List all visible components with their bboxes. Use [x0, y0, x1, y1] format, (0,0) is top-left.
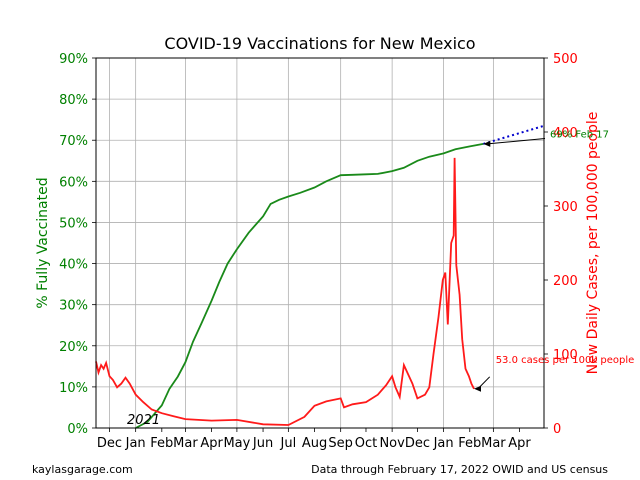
- annotation-arrowhead: [483, 140, 491, 147]
- x-tick-label: Dec: [97, 436, 122, 451]
- x-tick-label: Apr: [508, 436, 531, 451]
- x-tick-label: Mar: [481, 436, 506, 451]
- annotations: 69% Feb 17 53.0 cases per 100k people: [474, 130, 634, 392]
- x-tick-label: Feb: [458, 436, 481, 451]
- x-tick-label: Jul: [280, 436, 297, 451]
- x-tick-label: Jan: [125, 436, 146, 451]
- right-tick-label: 0: [553, 422, 561, 437]
- plot-frame: [95, 57, 545, 429]
- left-tick-label: 60%: [59, 175, 88, 190]
- left-tick-label: 10%: [59, 381, 88, 396]
- annotation-label: 69% Feb 17: [550, 130, 609, 141]
- projection-line: [483, 124, 545, 145]
- left-tick-label: 50%: [59, 216, 88, 231]
- left-axis-ticks: 0% 10% 20% 30% 40% 50% 60% 70% 80% 90%: [59, 52, 96, 437]
- left-tick-label: 20%: [59, 340, 88, 355]
- annotation-label: 53.0 cases per 100k people: [496, 355, 635, 366]
- x-tick-label: Mar: [173, 436, 198, 451]
- right-tick-label: 100: [553, 348, 578, 363]
- left-tick-label: 0%: [67, 422, 88, 437]
- x-tick-label: Nov: [379, 436, 405, 451]
- annotation-arrowhead: [474, 385, 481, 392]
- right-tick-label: 300: [553, 200, 578, 215]
- year-label: 2021: [127, 413, 160, 428]
- x-tick-label: Dec: [405, 436, 430, 451]
- right-axis-ticks: 0 100 200 300 400 500: [544, 52, 578, 437]
- x-tick-label: May: [223, 436, 250, 451]
- x-tick-label: Apr: [200, 436, 223, 451]
- x-axis-ticks: Dec Jan Feb Mar Apr May Jun Jul Aug Sep Oct Nov Dec J…: [97, 428, 531, 451]
- footer-source: Data through February 17, 2022 OWID and …: [311, 463, 608, 476]
- x-tick-label: Jan: [433, 436, 454, 451]
- series-layer: [95, 124, 545, 429]
- right-tick-label: 400: [553, 126, 578, 141]
- chart-title: COVID-19 Vaccinations for New Mexico: [164, 34, 475, 53]
- vaccination-line: [135, 143, 484, 429]
- x-tick-label: Feb: [150, 436, 173, 451]
- left-tick-label: 70%: [59, 134, 88, 149]
- left-tick-label: 30%: [59, 299, 88, 314]
- left-tick-label: 90%: [59, 52, 88, 67]
- left-tick-label: 80%: [59, 93, 88, 108]
- right-tick-label: 500: [553, 52, 578, 67]
- annotation-arrow: [487, 138, 546, 145]
- left-tick-label: 40%: [59, 258, 88, 273]
- x-tick-label: Aug: [302, 436, 327, 451]
- left-axis-label: % Fully Vaccinated: [35, 177, 51, 308]
- x-tick-label: Jun: [252, 436, 273, 451]
- right-tick-label: 200: [553, 274, 578, 289]
- footer-site: kaylasgarage.com: [32, 463, 133, 476]
- cases-line: [95, 157, 475, 426]
- x-tick-label: Oct: [355, 436, 377, 451]
- x-tick-label: Sep: [328, 436, 353, 451]
- right-axis-label: New Daily Cases, per 100,000 people: [585, 112, 601, 375]
- gridlines: [96, 57, 544, 429]
